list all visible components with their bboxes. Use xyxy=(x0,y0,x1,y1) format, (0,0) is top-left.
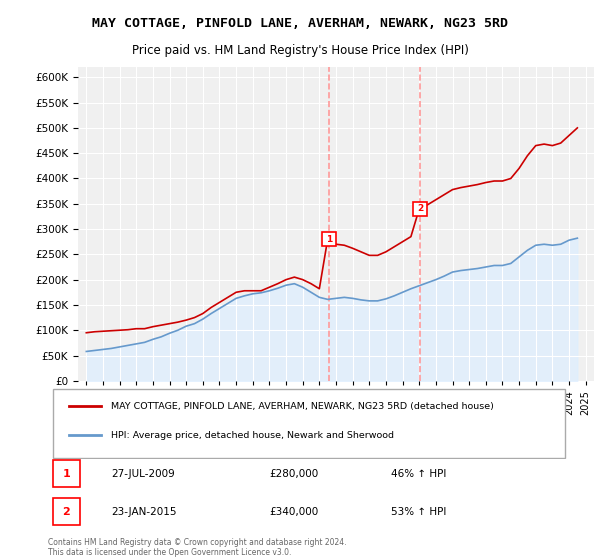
Text: MAY COTTAGE, PINFOLD LANE, AVERHAM, NEWARK, NG23 5RD: MAY COTTAGE, PINFOLD LANE, AVERHAM, NEWA… xyxy=(92,17,508,30)
FancyBboxPatch shape xyxy=(53,460,80,487)
FancyBboxPatch shape xyxy=(53,498,80,525)
FancyBboxPatch shape xyxy=(53,389,565,458)
Text: 2: 2 xyxy=(417,204,424,213)
Text: 1: 1 xyxy=(62,469,70,479)
Text: £280,000: £280,000 xyxy=(270,469,319,479)
Text: £340,000: £340,000 xyxy=(270,507,319,516)
Text: Price paid vs. HM Land Registry's House Price Index (HPI): Price paid vs. HM Land Registry's House … xyxy=(131,44,469,57)
Text: HPI: Average price, detached house, Newark and Sherwood: HPI: Average price, detached house, Newa… xyxy=(112,431,394,440)
Text: 53% ↑ HPI: 53% ↑ HPI xyxy=(391,507,446,516)
Text: 27-JUL-2009: 27-JUL-2009 xyxy=(112,469,175,479)
Text: 23-JAN-2015: 23-JAN-2015 xyxy=(112,507,177,516)
Text: 46% ↑ HPI: 46% ↑ HPI xyxy=(391,469,446,479)
Text: 1: 1 xyxy=(326,235,332,244)
Text: 2: 2 xyxy=(62,507,70,516)
Text: MAY COTTAGE, PINFOLD LANE, AVERHAM, NEWARK, NG23 5RD (detached house): MAY COTTAGE, PINFOLD LANE, AVERHAM, NEWA… xyxy=(112,402,494,411)
Text: Contains HM Land Registry data © Crown copyright and database right 2024.
This d: Contains HM Land Registry data © Crown c… xyxy=(48,538,347,557)
